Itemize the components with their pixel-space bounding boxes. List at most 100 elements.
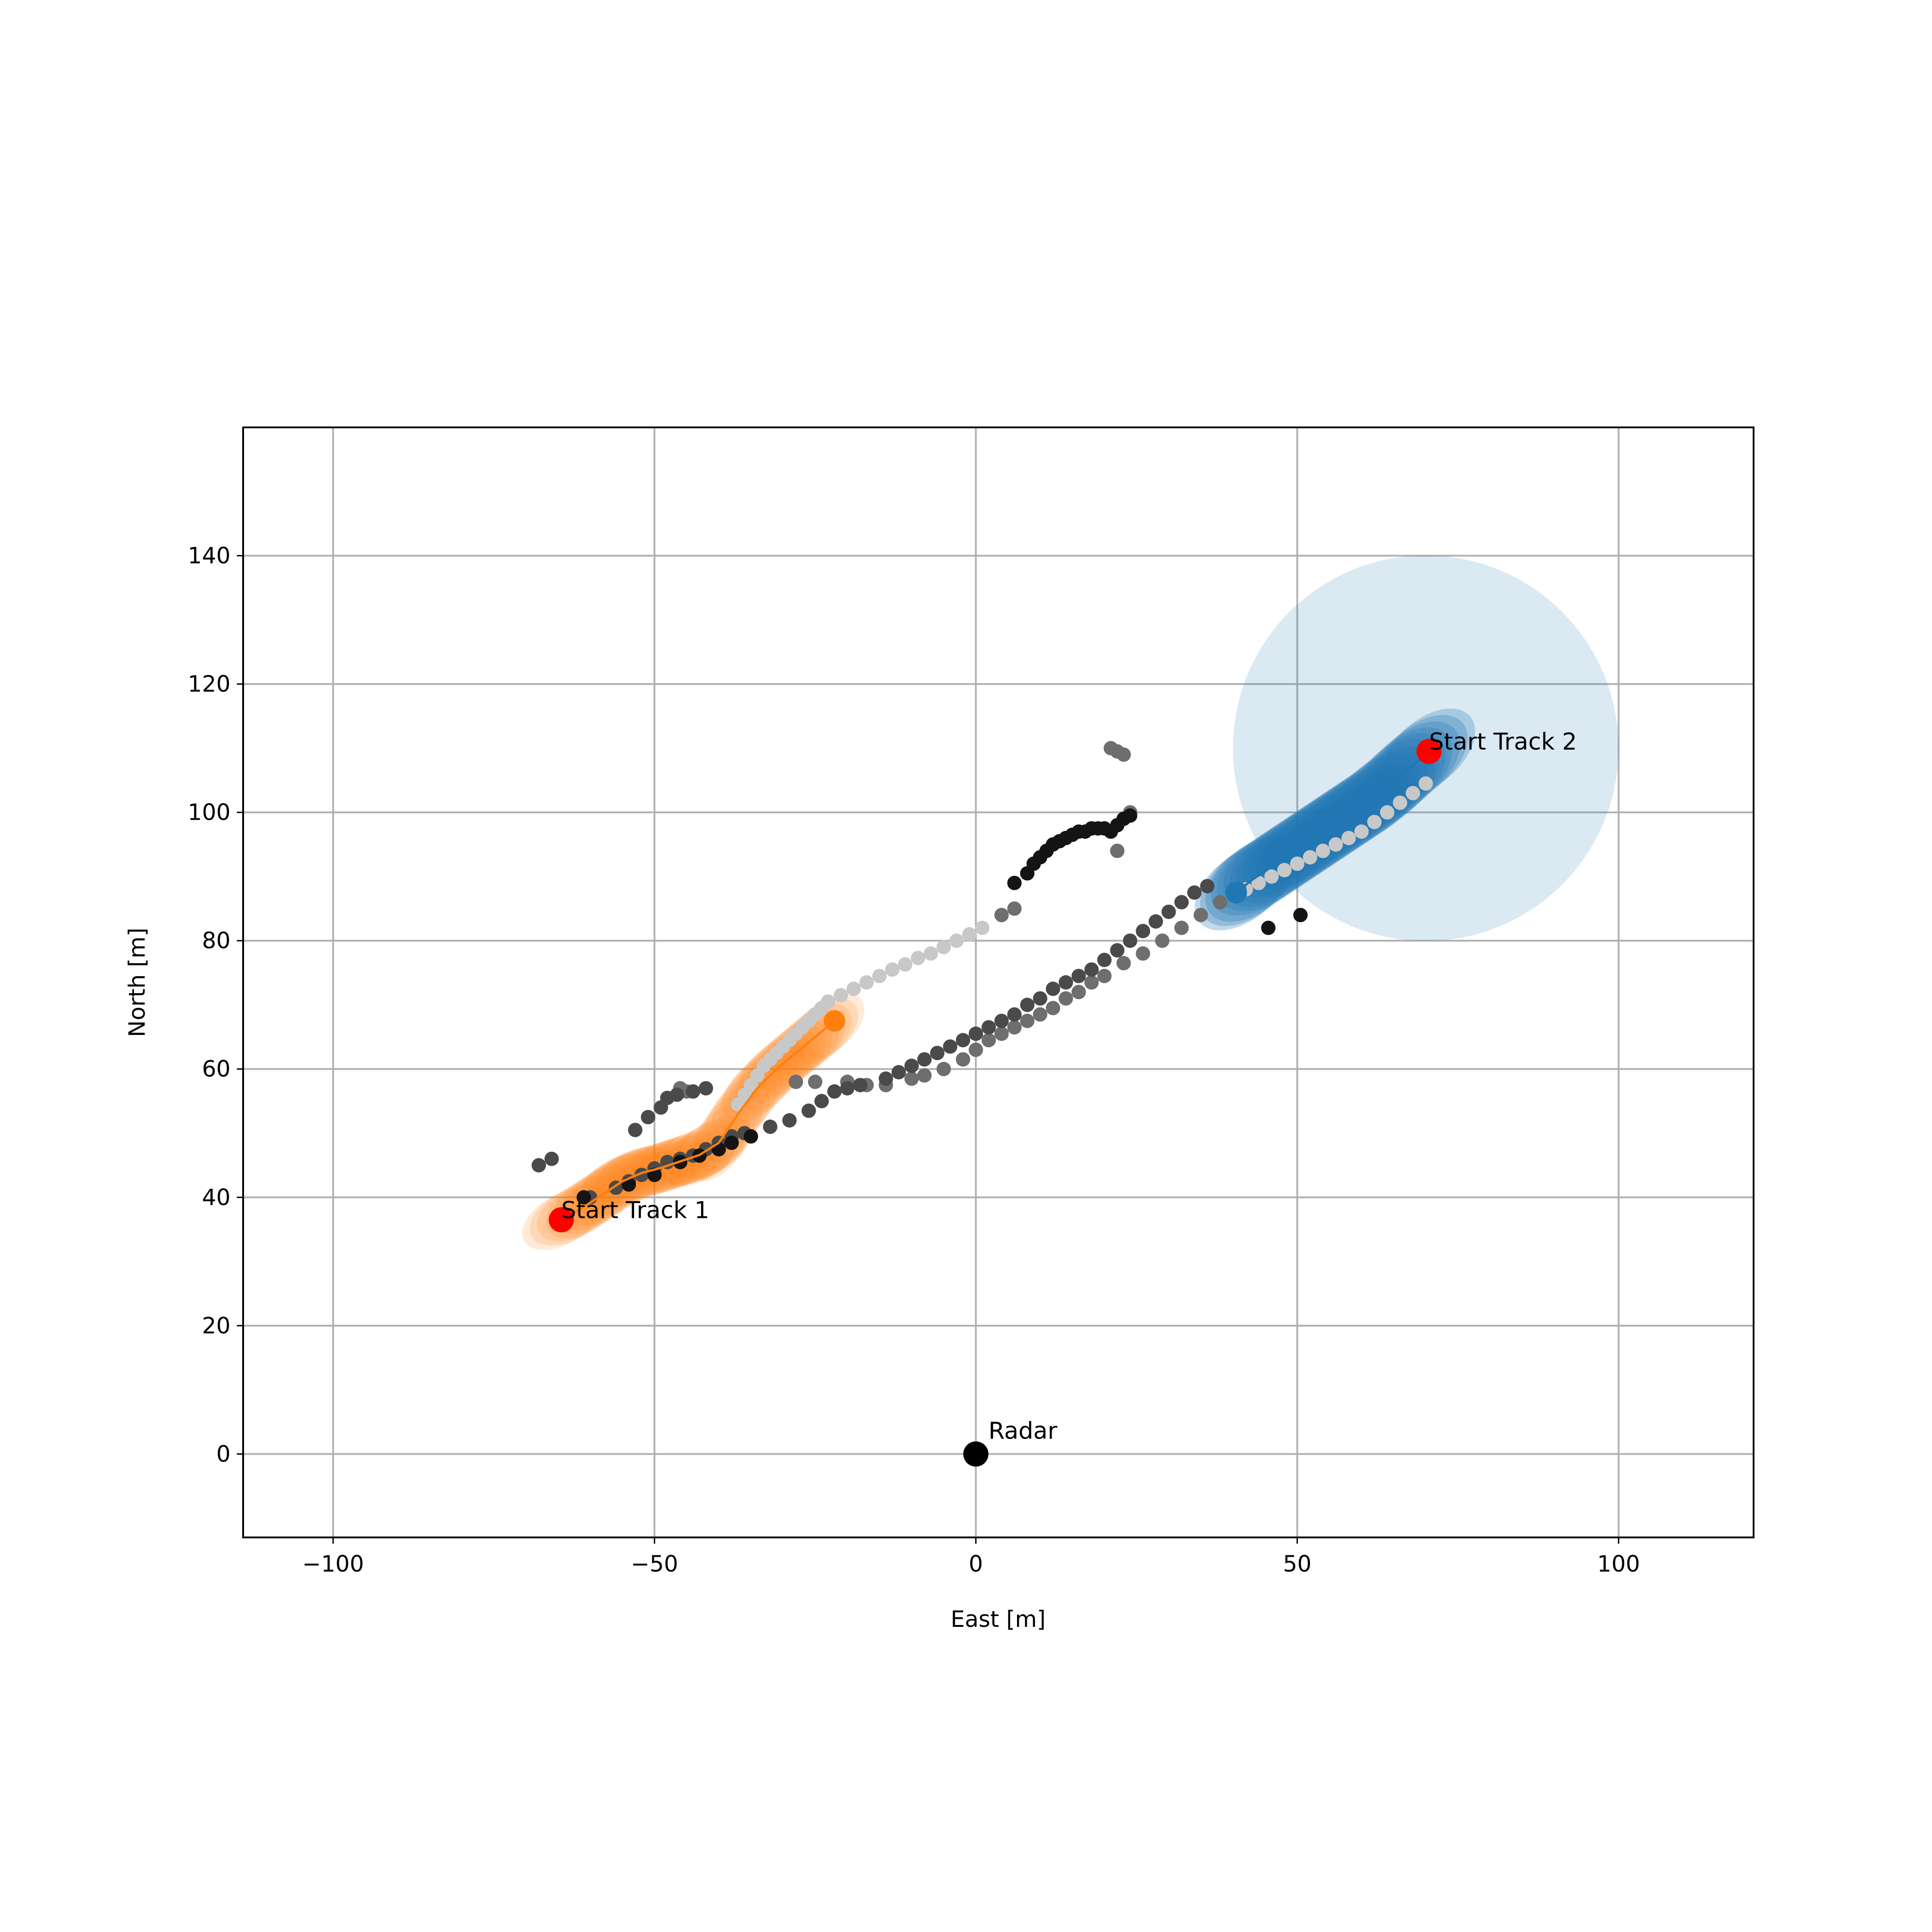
detection-point-dark <box>1110 943 1125 958</box>
detection-point-mid <box>1033 1007 1048 1022</box>
detection-point-black <box>711 1142 726 1157</box>
detection-point-dark <box>943 1039 958 1054</box>
detection-point-mid <box>1136 946 1150 961</box>
detection-point-mid <box>1155 933 1170 948</box>
detection-point-mid <box>936 1061 951 1076</box>
detection-point-dark <box>827 1084 842 1099</box>
y-tick-label: 20 <box>202 1313 231 1339</box>
detection-point-mid <box>808 1075 822 1089</box>
detection-point-light <box>975 920 990 935</box>
detection-point-dark <box>968 1026 983 1041</box>
radar-marker <box>963 1441 989 1467</box>
detection-point-dark <box>930 1046 945 1061</box>
detection-point-dark <box>628 1123 643 1137</box>
detection-point-mid <box>904 1071 919 1086</box>
detection-point-black <box>724 1135 739 1150</box>
detection-point-light <box>1354 824 1369 839</box>
detection-point-dark <box>879 1071 893 1086</box>
detection-point-light <box>898 957 913 972</box>
detection-point-mid <box>1194 908 1208 923</box>
detection-point-dark <box>1161 904 1176 919</box>
detection-point-light <box>872 968 887 983</box>
detection-point-dark <box>1046 982 1061 996</box>
detection-point-mid <box>917 1068 932 1083</box>
detection-point-black <box>1261 920 1276 935</box>
detection-point-mid <box>968 1042 983 1057</box>
detection-point-light <box>821 994 835 1009</box>
detection-point-mid <box>1058 991 1073 1006</box>
detection-point-dark <box>698 1081 713 1096</box>
detection-point-mid <box>1097 968 1112 983</box>
detection-point-mid <box>1046 1001 1061 1016</box>
detection-point-light <box>1303 850 1318 865</box>
plot-area <box>242 426 1754 1538</box>
detection-point-light <box>1264 869 1279 884</box>
detection-point-light <box>1393 795 1408 810</box>
detection-point-dark <box>955 1033 970 1048</box>
start-track2-marker <box>1416 739 1442 764</box>
detection-point-mid <box>1116 747 1131 762</box>
axes-background <box>243 427 1754 1537</box>
detection-point-mid <box>1007 901 1022 916</box>
detection-point-dark <box>1007 1007 1022 1022</box>
detection-point-mid <box>1071 985 1086 999</box>
x-tick-label: 50 <box>1283 1551 1312 1577</box>
detection-point-mid <box>1174 920 1189 935</box>
detection-point-light <box>910 950 925 965</box>
detection-point-dark <box>853 1078 868 1093</box>
x-tick-label: −100 <box>302 1551 364 1577</box>
axes-frame <box>242 426 1754 1538</box>
detection-point-dark <box>1136 924 1150 938</box>
y-tick-label: 0 <box>216 1441 231 1467</box>
detection-point-dark <box>982 1020 996 1035</box>
detection-point-light <box>1405 786 1420 800</box>
detection-point-dark <box>782 1113 797 1128</box>
detection-point-dark <box>840 1081 855 1096</box>
detection-point-dark <box>1058 975 1073 990</box>
detection-point-light <box>1328 837 1343 852</box>
detection-point-light <box>924 946 938 961</box>
detection-point-black <box>1007 875 1022 890</box>
detection-point-dark <box>763 1119 777 1134</box>
detection-point-dark <box>1033 991 1048 1006</box>
detection-point-dark <box>904 1058 919 1073</box>
start-track1-marker <box>548 1207 574 1233</box>
x-tick-label: −50 <box>631 1551 679 1577</box>
detection-point-dark <box>1071 968 1086 983</box>
detection-point-mid <box>955 1052 970 1067</box>
track-paths <box>560 751 1430 1221</box>
detection-point-mid <box>1084 975 1099 990</box>
track1-end-marker <box>823 1010 845 1032</box>
start-track1-label: Start Track 1 <box>561 1197 709 1224</box>
y-axis-label: North [m] <box>124 928 150 1037</box>
detection-point-light <box>846 982 861 996</box>
detection-point-mid <box>1007 1020 1022 1035</box>
detection-point-light <box>936 940 951 955</box>
detection-point-dark <box>917 1052 932 1067</box>
detection-point-dark <box>1187 885 1202 900</box>
track1-path <box>560 1020 835 1221</box>
detection-point-dark <box>1200 879 1215 893</box>
detection-point-dark <box>1174 895 1189 910</box>
track2-path <box>1235 751 1430 894</box>
detection-point-light <box>885 962 900 977</box>
detection-point-dark <box>686 1084 701 1099</box>
detection-point-mid <box>994 1026 1009 1041</box>
detection-point-dark <box>1148 914 1163 929</box>
detection-point-dark <box>801 1103 816 1118</box>
detection-point-dark <box>814 1094 829 1109</box>
detection-point-light <box>1315 844 1330 858</box>
detection-point-black <box>743 1129 758 1144</box>
x-axis-label: East [m] <box>950 1606 1046 1632</box>
y-tick-label: 120 <box>188 671 231 697</box>
y-tick-label: 140 <box>188 543 231 569</box>
detection-point-dark <box>1123 933 1137 948</box>
detection-point-mid <box>994 908 1009 923</box>
detection-point-dark <box>1084 962 1099 977</box>
y-tick-label: 40 <box>202 1184 231 1210</box>
detection-point-dark <box>994 1013 1009 1028</box>
start-track2-label: Start Track 2 <box>1429 728 1577 755</box>
radar-label: Radar <box>988 1417 1057 1444</box>
x-tick-label: 0 <box>969 1551 983 1577</box>
